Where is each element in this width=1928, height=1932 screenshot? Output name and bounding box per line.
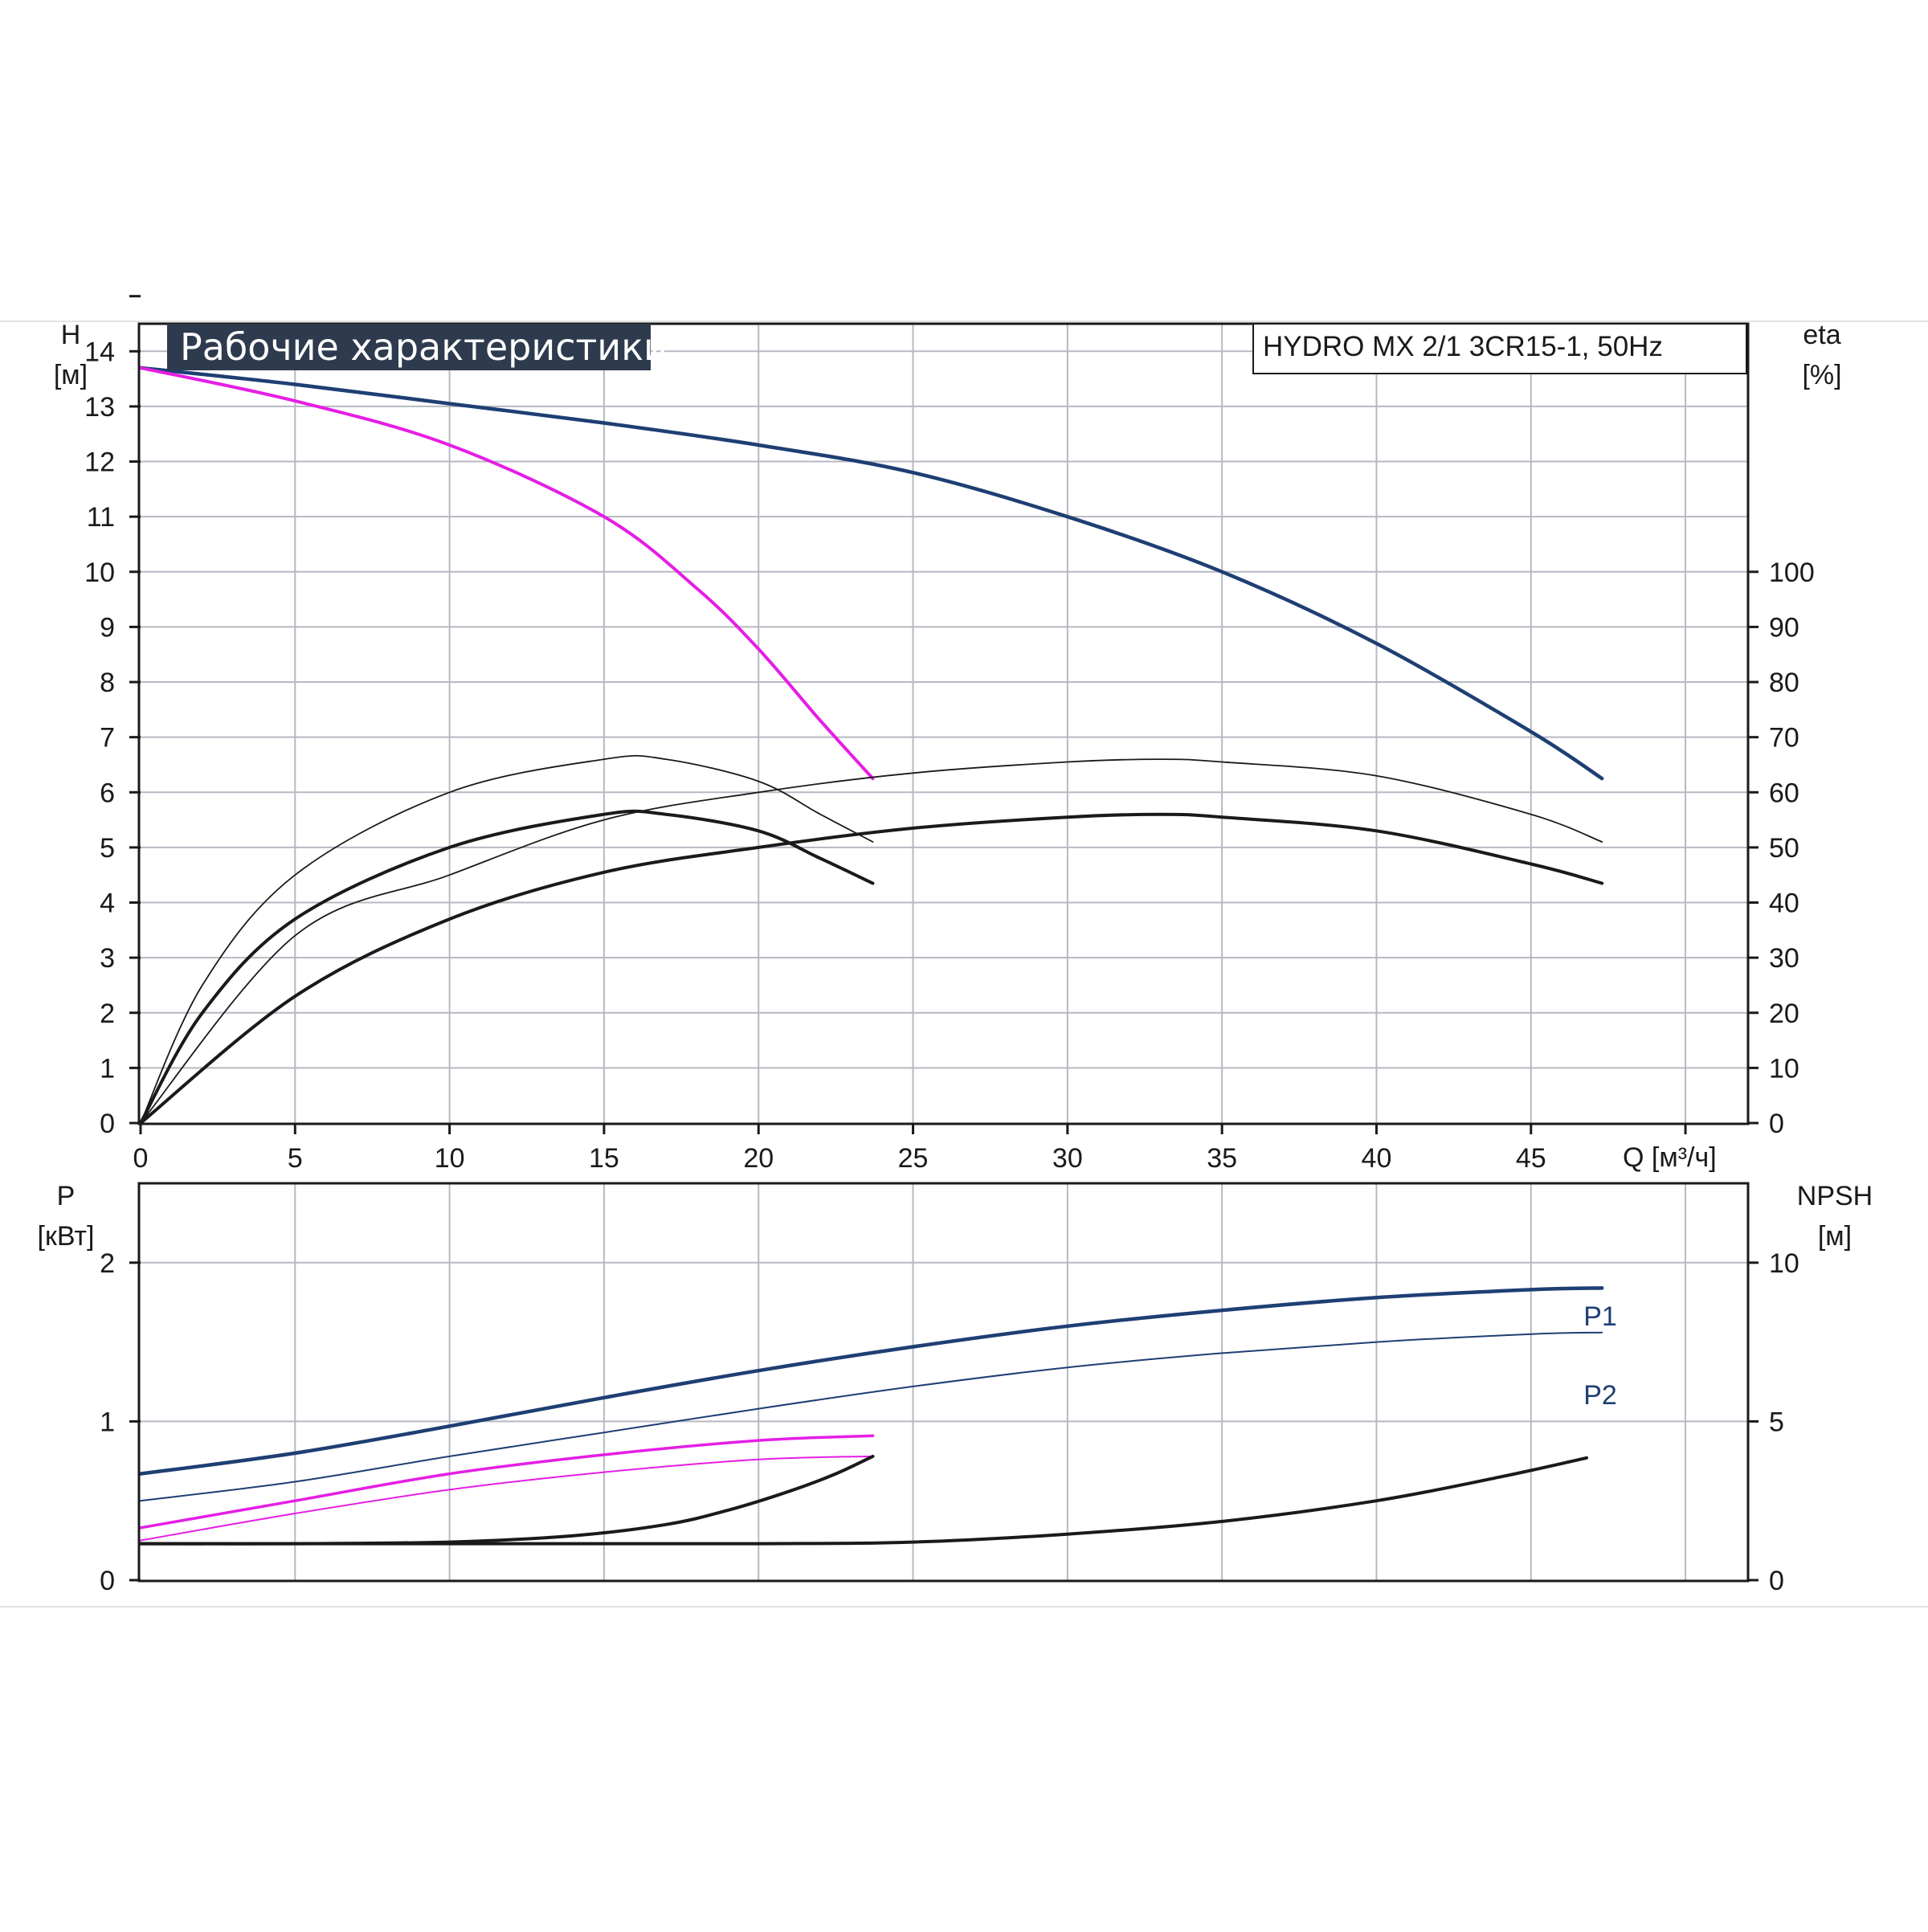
top-left-axis-label-line1: H bbox=[61, 320, 81, 350]
bottom-series-line-1 bbox=[138, 1286, 1604, 1476]
bottom-right-y-tick-label: 0 bbox=[1769, 1566, 1784, 1596]
top-series-line-4 bbox=[139, 809, 875, 1125]
x-tick-label: 45 bbox=[1516, 1143, 1546, 1174]
bottom-chart-frame bbox=[137, 1182, 1750, 1583]
bottom-left-y-tick-label: 1 bbox=[100, 1407, 115, 1437]
model-label: HYDRO MX 2/1 3CR15-1, 50Hz bbox=[1263, 331, 1663, 362]
left-y-tick-label: 7 bbox=[100, 723, 115, 754]
bottom-series-line-2 bbox=[140, 1331, 1603, 1502]
x-axis-label: Q [м³/ч] bbox=[1623, 1142, 1717, 1173]
bottom-chart-series bbox=[138, 1286, 1604, 1546]
right-y-tick-label: 60 bbox=[1769, 778, 1799, 808]
right-y-tick-label: 90 bbox=[1769, 612, 1799, 643]
bottom-right-y-tick-label: 5 bbox=[1769, 1407, 1784, 1437]
bottom-series-line-3 bbox=[139, 1434, 875, 1530]
model-box bbox=[1252, 323, 1747, 374]
title-box bbox=[167, 324, 651, 370]
bottom-series-line-5 bbox=[139, 1454, 875, 1546]
top-chart-series bbox=[138, 366, 1604, 1125]
x-tick-label: 10 bbox=[435, 1143, 465, 1174]
top-chart-ticks: 0 5 10 15 20 25 30 35 40 450123456789101112131401… bbox=[84, 295, 1815, 1174]
bottom-series-line-6 bbox=[139, 1456, 1588, 1546]
x-tick-label: 40 bbox=[1362, 1143, 1392, 1174]
x-tick-label: 15 bbox=[589, 1143, 619, 1174]
left-y-tick-label: 6 bbox=[100, 778, 115, 808]
top-right-axis-label-line1: eta bbox=[1803, 320, 1840, 350]
x-tick-label: 35 bbox=[1207, 1143, 1237, 1174]
x-tick-label: 0 bbox=[133, 1143, 149, 1174]
top-series-line-6 bbox=[139, 812, 1604, 1125]
top-series-line-2 bbox=[139, 366, 875, 781]
x-tick-label: 20 bbox=[743, 1143, 774, 1174]
series-label-p2: P2 bbox=[1583, 1380, 1617, 1411]
top-chart-frame bbox=[137, 322, 1750, 1125]
right-y-tick-label: 100 bbox=[1769, 558, 1815, 588]
x-tick-label: 30 bbox=[1052, 1143, 1083, 1174]
right-y-tick-label: 50 bbox=[1769, 833, 1799, 864]
top-left-axis-label-line2: [м] bbox=[54, 360, 88, 390]
series-label-p1: P1 bbox=[1583, 1301, 1617, 1332]
left-y-tick-label: 5 bbox=[100, 833, 115, 864]
right-y-tick-label: 0 bbox=[1769, 1109, 1784, 1139]
bottom-right-y-tick-label: 10 bbox=[1769, 1248, 1799, 1279]
top-series-line-5 bbox=[140, 758, 1603, 1124]
bottom-chart-ticks: 0 1 2 0 5 10 bbox=[100, 1248, 1799, 1596]
top-series-line-3 bbox=[140, 754, 874, 1124]
right-y-tick-label: 30 bbox=[1769, 943, 1799, 974]
top-series-line-1 bbox=[138, 366, 1604, 781]
left-y-tick-label: 12 bbox=[84, 447, 115, 478]
left-y-tick-label: 10 bbox=[84, 558, 115, 588]
left-y-tick-label: 0 bbox=[100, 1109, 115, 1139]
bottom-chart-grid bbox=[141, 1183, 1747, 1580]
left-y-tick-label: 11 bbox=[87, 502, 115, 533]
right-y-tick-label: 80 bbox=[1769, 668, 1799, 698]
right-y-tick-label: 10 bbox=[1769, 1053, 1799, 1084]
right-y-tick-label: 40 bbox=[1769, 888, 1799, 919]
bottom-series-line-4 bbox=[140, 1455, 874, 1542]
x-tick-label: 5 bbox=[288, 1143, 303, 1174]
bottom-left-y-tick-label: 2 bbox=[100, 1248, 115, 1279]
left-y-tick-label: 3 bbox=[100, 943, 115, 974]
left-y-tick-label: 14 bbox=[84, 337, 115, 367]
chart-title: Рабочие характеристики bbox=[180, 325, 668, 369]
bottom-right-axis-label-line1: NPSH bbox=[1797, 1181, 1873, 1211]
top-chart-grid bbox=[141, 324, 1747, 1123]
bottom-right-axis-label-line2: [м] bbox=[1818, 1221, 1852, 1252]
left-y-tick-label: 2 bbox=[100, 999, 115, 1029]
right-y-tick-label: 70 bbox=[1769, 723, 1799, 754]
top-right-axis-label-line2: [%] bbox=[1802, 360, 1841, 390]
bottom-left-axis-label-line1: P bbox=[57, 1181, 76, 1211]
right-y-tick-label: 20 bbox=[1769, 999, 1799, 1029]
left-y-tick-label: 9 bbox=[100, 612, 115, 643]
left-y-tick-label: 1 bbox=[100, 1053, 115, 1084]
bottom-left-axis-label-line2: [кВт] bbox=[38, 1221, 95, 1252]
bottom-left-y-tick-label: 0 bbox=[100, 1566, 115, 1596]
left-y-tick-label: 13 bbox=[84, 392, 115, 423]
x-tick-label: 25 bbox=[898, 1143, 929, 1174]
left-y-tick-label: 4 bbox=[100, 888, 115, 919]
left-y-tick-label: 8 bbox=[100, 668, 115, 698]
